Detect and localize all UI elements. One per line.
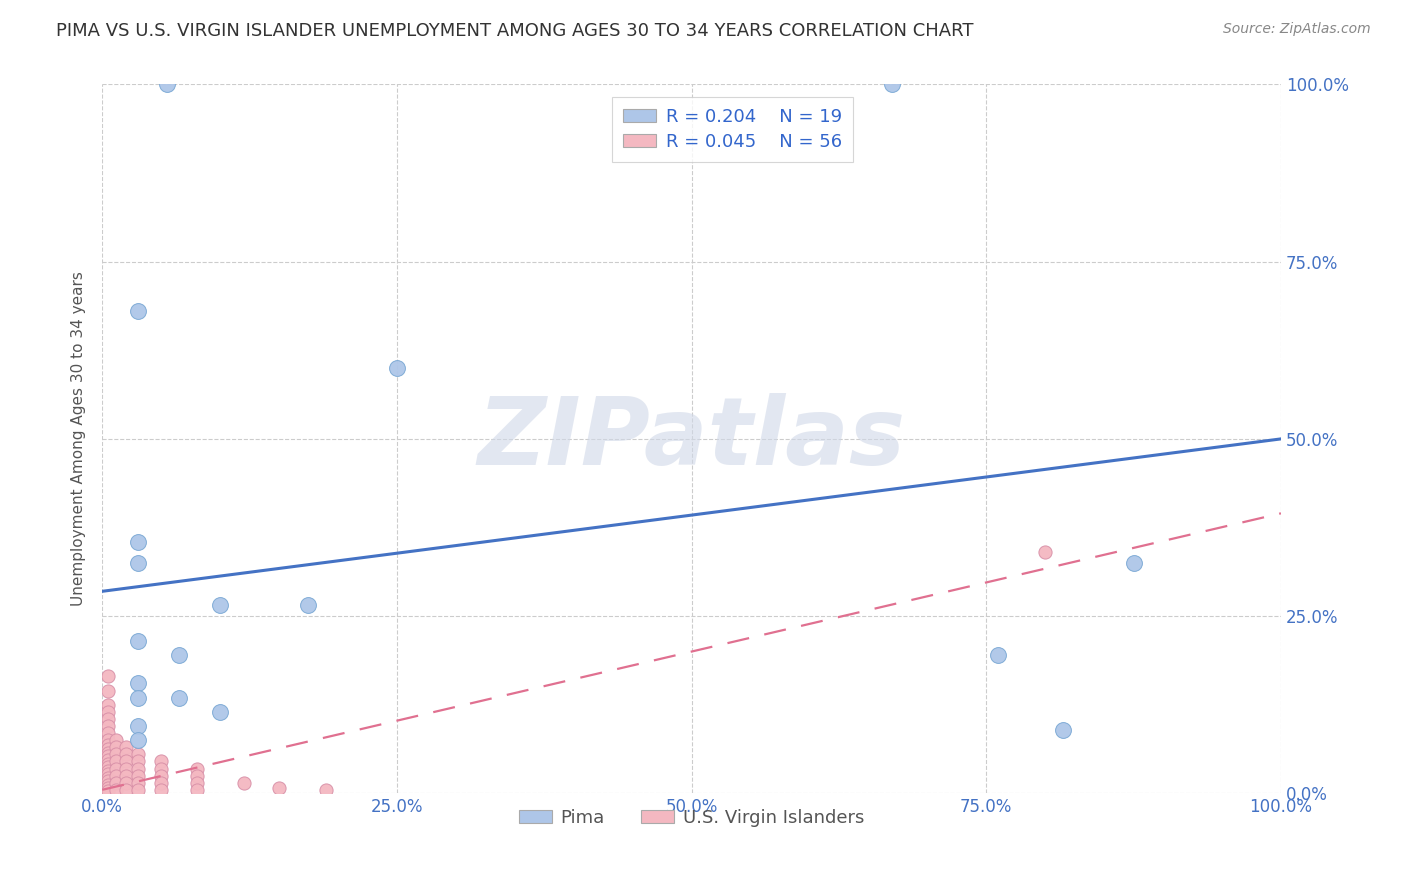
Point: [315, 782, 337, 797]
Point: [97, 746, 120, 760]
Point: [97, 733, 120, 747]
Point: [127, 782, 149, 797]
Point: [127, 534, 149, 549]
Point: [880, 78, 903, 92]
Point: [267, 780, 290, 795]
Point: [186, 782, 208, 797]
Point: [209, 705, 232, 719]
Point: [97, 767, 120, 781]
Point: [1052, 723, 1074, 737]
Point: [105, 782, 128, 797]
Text: ZIPatlas: ZIPatlas: [478, 392, 905, 485]
Point: [105, 755, 128, 769]
Point: [97, 698, 120, 712]
Point: [127, 747, 149, 762]
Point: [97, 712, 120, 726]
Point: [186, 769, 208, 783]
Point: [127, 733, 149, 747]
Point: [150, 755, 173, 769]
Point: [232, 775, 254, 789]
Point: [97, 749, 120, 764]
Point: [186, 775, 208, 789]
Point: [97, 756, 120, 771]
Point: [114, 747, 136, 762]
Point: [105, 769, 128, 783]
Point: [105, 740, 128, 755]
Point: [97, 783, 120, 797]
Point: [97, 738, 120, 752]
Point: [114, 782, 136, 797]
Point: [97, 764, 120, 778]
Point: [97, 726, 120, 740]
Point: [127, 775, 149, 789]
Point: [97, 669, 120, 683]
Point: [150, 782, 173, 797]
Point: [127, 762, 149, 776]
Point: [97, 774, 120, 789]
Point: [97, 705, 120, 719]
Point: [97, 742, 120, 756]
Point: [105, 733, 128, 747]
Point: [127, 719, 149, 733]
Text: PIMA VS U.S. VIRGIN ISLANDER UNEMPLOYMENT AMONG AGES 30 TO 34 YEARS CORRELATION : PIMA VS U.S. VIRGIN ISLANDER UNEMPLOYMEN…: [56, 22, 974, 40]
Point: [167, 690, 190, 705]
Point: [127, 676, 149, 690]
Point: [114, 762, 136, 776]
Point: [97, 683, 120, 698]
Point: [127, 304, 149, 318]
Point: [114, 740, 136, 755]
Point: [105, 747, 128, 762]
Point: [167, 648, 190, 662]
Point: [114, 775, 136, 789]
Point: [97, 771, 120, 785]
Point: [297, 599, 319, 613]
Point: [97, 760, 120, 774]
Point: [127, 769, 149, 783]
Point: [105, 762, 128, 776]
Y-axis label: Unemployment Among Ages 30 to 34 years: Unemployment Among Ages 30 to 34 years: [72, 271, 86, 607]
Point: [156, 78, 179, 92]
Point: [127, 690, 149, 705]
Point: [987, 648, 1010, 662]
Point: [127, 634, 149, 648]
Point: [1122, 556, 1144, 570]
Point: [150, 762, 173, 776]
Point: [385, 361, 408, 376]
Point: [186, 762, 208, 776]
Point: [97, 753, 120, 767]
Point: [97, 780, 120, 795]
Point: [150, 769, 173, 783]
Point: [114, 755, 136, 769]
Point: [150, 775, 173, 789]
Text: Source: ZipAtlas.com: Source: ZipAtlas.com: [1223, 22, 1371, 37]
Point: [97, 719, 120, 733]
Point: [127, 755, 149, 769]
Point: [1033, 545, 1056, 559]
Point: [127, 556, 149, 570]
Point: [105, 775, 128, 789]
Point: [209, 599, 232, 613]
Legend: Pima, U.S. Virgin Islanders: Pima, U.S. Virgin Islanders: [512, 802, 872, 834]
Point: [97, 778, 120, 792]
Point: [114, 769, 136, 783]
